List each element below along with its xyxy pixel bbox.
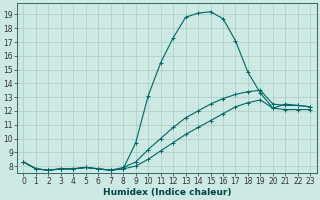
- X-axis label: Humidex (Indice chaleur): Humidex (Indice chaleur): [103, 188, 231, 197]
